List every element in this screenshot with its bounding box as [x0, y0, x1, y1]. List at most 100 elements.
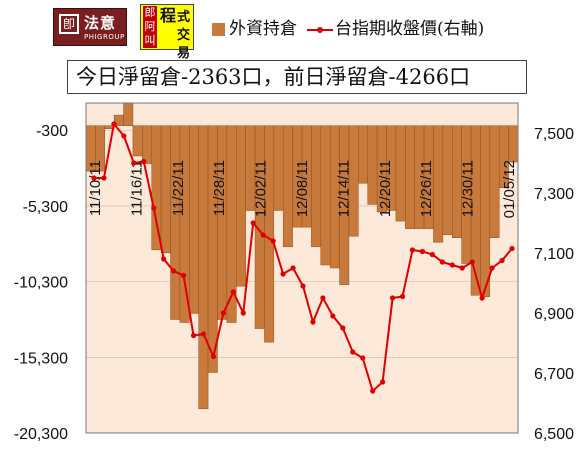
price-point	[489, 265, 495, 271]
position-bar	[142, 125, 152, 164]
price-point	[350, 349, 356, 355]
price-point	[499, 257, 505, 264]
price-point	[220, 310, 226, 316]
price-point	[439, 259, 445, 265]
phigroup-logo: 卽 法意 PHIGROUP	[53, 8, 127, 46]
price-point	[190, 332, 197, 339]
x-date-label: 01/05/12	[501, 160, 518, 218]
price-point	[340, 325, 346, 331]
x-date-label: 12/14/11	[335, 160, 352, 217]
right-tick-label: 6,700	[534, 366, 574, 383]
price-point	[429, 251, 435, 258]
headline-text: 今日淨留倉-2363口，前日淨留倉-4266口	[76, 65, 471, 89]
right-tick-label: 7,300	[534, 186, 574, 203]
position-bar	[217, 125, 228, 320]
price-point	[469, 259, 475, 265]
price-point	[300, 283, 306, 289]
price-point	[479, 295, 485, 301]
position-bar	[198, 125, 209, 410]
price-point	[111, 121, 117, 127]
price-point	[101, 175, 107, 181]
position-bar	[236, 125, 246, 287]
plot-border	[85, 102, 519, 434]
price-point	[360, 355, 366, 361]
right-tick-label: 6,900	[534, 306, 574, 323]
price-point	[240, 310, 246, 316]
price-point	[419, 248, 426, 255]
x-date-label: 12/02/11	[253, 160, 270, 217]
price-point	[230, 289, 236, 295]
phigroup-name: 法意	[84, 14, 117, 32]
x-date-label: 11/22/11	[170, 160, 187, 216]
x-date-label: 12/08/11	[294, 160, 311, 217]
price-point	[121, 133, 127, 139]
x-date-label: 11/28/11	[211, 160, 228, 216]
left-tick-label: -10,300	[14, 275, 68, 292]
program-trading-logo: 郎 阿 叫 程 式 交 易	[140, 4, 194, 61]
price-point	[250, 220, 256, 226]
position-bar	[508, 125, 519, 163]
position-bar	[405, 125, 415, 229]
x-date-label: 12/20/11	[377, 160, 394, 217]
legend-line-swatch	[307, 26, 333, 33]
phigroup-seal: 卽	[59, 14, 79, 34]
price-point	[389, 295, 396, 301]
price-point	[131, 160, 137, 166]
price-point	[260, 232, 266, 238]
position-bar	[442, 125, 453, 235]
x-date-label: 11/16/11	[128, 160, 145, 216]
price-point	[310, 319, 316, 325]
price-point	[171, 268, 177, 274]
position-bar	[282, 125, 293, 248]
position-bar	[151, 125, 162, 251]
position-bar	[132, 125, 143, 157]
position-bar	[189, 125, 199, 314]
price-point	[151, 205, 157, 211]
logo-red-column: 郎 阿 叫	[143, 6, 157, 48]
right-tick-label: 7,100	[534, 246, 574, 263]
price-point	[380, 379, 386, 385]
phigroup-sub: PHIGROUP	[84, 33, 125, 41]
right-tick-label: 6,500	[534, 426, 574, 443]
chart-legend: 外資持倉 台指期收盤價(右軸)	[212, 14, 484, 39]
price-point	[330, 313, 336, 319]
price-point	[370, 388, 376, 394]
position-bar	[264, 125, 275, 343]
legend-bar-swatch	[212, 23, 225, 36]
legend-bars-label: 外資持倉	[229, 19, 297, 39]
price-point	[180, 272, 187, 279]
position-bar	[273, 125, 284, 211]
left-tick-label: -5,300	[23, 199, 68, 216]
price-point	[200, 331, 207, 337]
price-point	[449, 262, 455, 268]
price-point	[141, 158, 147, 165]
legend-line-label: 台指期收盤價(右軸)	[335, 19, 485, 39]
price-point	[320, 295, 326, 301]
x-date-label: 12/30/11	[460, 160, 477, 217]
position-bar	[480, 125, 491, 298]
price-point	[270, 238, 276, 244]
right-tick-label: 7,500	[534, 126, 574, 143]
position-bar	[395, 125, 406, 222]
price-point	[161, 256, 167, 262]
x-date-label: 12/26/11	[418, 160, 435, 217]
position-bar	[320, 125, 331, 266]
price-point	[409, 247, 416, 253]
price-point	[459, 265, 465, 271]
position-bar	[489, 125, 500, 238]
price-point	[210, 353, 217, 360]
price-point	[280, 271, 286, 277]
x-date-label: 11/10/11	[87, 160, 104, 216]
price-point	[91, 175, 97, 181]
position-bar	[123, 102, 134, 126]
price-point	[399, 293, 406, 300]
position-bar	[170, 125, 181, 320]
left-tick-label: -15,300	[14, 350, 68, 367]
position-bar	[95, 125, 106, 172]
position-bar	[367, 125, 378, 205]
position-bar	[358, 125, 368, 184]
left-tick-label: -300	[36, 123, 68, 140]
logo-char-cheng: 程	[160, 6, 177, 25]
logo-char-column: 式 交 易	[177, 10, 191, 61]
price-point	[509, 245, 515, 252]
